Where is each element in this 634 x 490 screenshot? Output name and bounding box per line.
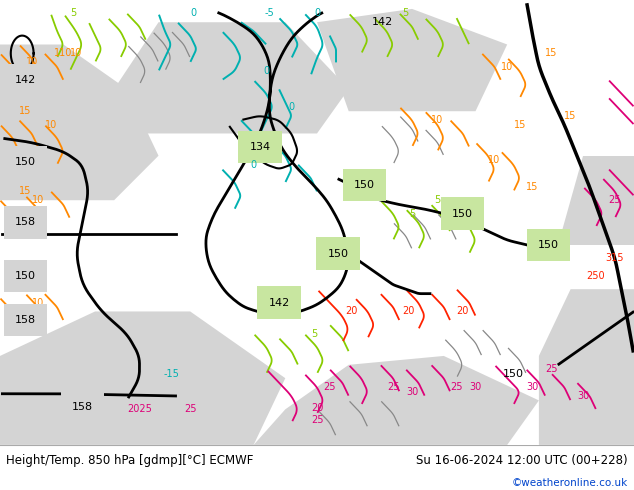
Text: 20: 20 bbox=[456, 306, 469, 317]
Text: 20
25: 20 25 bbox=[311, 403, 323, 424]
Text: 10: 10 bbox=[70, 49, 82, 58]
Text: 150: 150 bbox=[503, 369, 524, 379]
Text: 25: 25 bbox=[323, 382, 336, 392]
Text: 0: 0 bbox=[263, 66, 269, 76]
Text: 142: 142 bbox=[268, 297, 290, 308]
Text: 0: 0 bbox=[314, 8, 320, 18]
Text: 150: 150 bbox=[15, 271, 36, 281]
Text: 5: 5 bbox=[434, 195, 441, 205]
Text: 142: 142 bbox=[372, 17, 393, 27]
Text: 158: 158 bbox=[15, 218, 36, 227]
Text: 25: 25 bbox=[387, 382, 399, 392]
Text: 20: 20 bbox=[346, 306, 358, 317]
Text: 10: 10 bbox=[32, 195, 44, 205]
Text: 110: 110 bbox=[55, 49, 72, 58]
Text: Su 16-06-2024 12:00 UTC (00+228): Su 16-06-2024 12:00 UTC (00+228) bbox=[416, 454, 628, 467]
Text: 5: 5 bbox=[70, 8, 76, 18]
Text: 15: 15 bbox=[19, 284, 32, 294]
Text: 134: 134 bbox=[249, 142, 271, 152]
Text: 15: 15 bbox=[526, 182, 539, 192]
Text: 30: 30 bbox=[469, 382, 482, 392]
Text: 5: 5 bbox=[311, 329, 317, 339]
Text: 5: 5 bbox=[403, 8, 409, 18]
Text: 158: 158 bbox=[15, 218, 36, 227]
Text: ©weatheronline.co.uk: ©weatheronline.co.uk bbox=[512, 478, 628, 488]
Text: -15: -15 bbox=[163, 369, 179, 379]
Text: 10: 10 bbox=[501, 62, 514, 72]
Text: 15: 15 bbox=[545, 49, 558, 58]
Text: 5: 5 bbox=[409, 209, 415, 219]
Text: 30: 30 bbox=[406, 387, 418, 396]
Text: -5: -5 bbox=[264, 8, 275, 18]
Text: 15: 15 bbox=[514, 120, 526, 129]
Text: 150: 150 bbox=[538, 240, 559, 250]
Text: 142: 142 bbox=[15, 75, 36, 85]
Polygon shape bbox=[317, 9, 507, 111]
Text: 150: 150 bbox=[354, 180, 375, 190]
Polygon shape bbox=[558, 156, 634, 245]
Text: 20: 20 bbox=[403, 306, 415, 317]
Polygon shape bbox=[114, 22, 349, 133]
Polygon shape bbox=[539, 289, 634, 445]
Text: 30: 30 bbox=[577, 391, 590, 401]
Text: 10: 10 bbox=[25, 57, 38, 67]
Text: 10: 10 bbox=[44, 120, 57, 129]
Text: 150: 150 bbox=[15, 157, 36, 168]
Text: 0: 0 bbox=[190, 8, 197, 18]
Text: 25: 25 bbox=[609, 195, 621, 205]
Text: 2025: 2025 bbox=[127, 404, 152, 415]
Text: 0: 0 bbox=[288, 102, 295, 112]
Text: 15: 15 bbox=[19, 106, 32, 116]
Polygon shape bbox=[0, 312, 285, 445]
Text: 10: 10 bbox=[488, 155, 501, 165]
Text: 30: 30 bbox=[526, 382, 539, 392]
Text: 25: 25 bbox=[450, 382, 463, 392]
Polygon shape bbox=[0, 45, 158, 200]
Text: 0: 0 bbox=[250, 160, 257, 170]
Text: 150: 150 bbox=[452, 209, 474, 219]
Polygon shape bbox=[254, 356, 539, 445]
Text: 315: 315 bbox=[605, 253, 624, 263]
Text: 150: 150 bbox=[327, 248, 349, 259]
Text: 158: 158 bbox=[15, 316, 36, 325]
Text: 250: 250 bbox=[586, 271, 605, 281]
Text: 25: 25 bbox=[184, 404, 197, 415]
Text: Height/Temp. 850 hPa [gdmp][°C] ECMWF: Height/Temp. 850 hPa [gdmp][°C] ECMWF bbox=[6, 454, 254, 467]
Text: 25: 25 bbox=[545, 364, 558, 374]
Text: 10: 10 bbox=[32, 297, 44, 308]
Text: 158: 158 bbox=[72, 402, 93, 412]
Text: 142: 142 bbox=[15, 75, 36, 85]
Text: 15: 15 bbox=[19, 186, 32, 196]
Text: 15: 15 bbox=[564, 111, 577, 121]
Text: 10: 10 bbox=[431, 115, 444, 125]
